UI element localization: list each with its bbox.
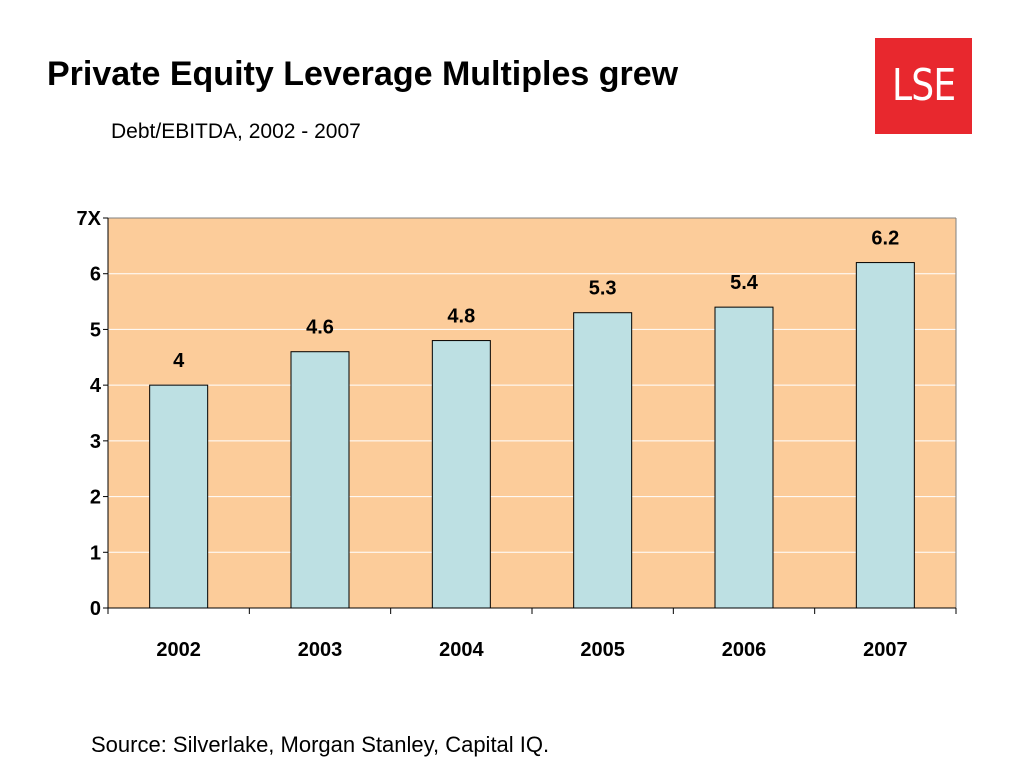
chart-subtitle: Debt/EBITDA, 2002 - 2007 bbox=[111, 120, 361, 143]
lse-logo-text: LSE bbox=[891, 60, 956, 111]
y-tick-label: 4 bbox=[90, 375, 102, 397]
x-tick-label: 2007 bbox=[863, 639, 908, 661]
lse-logo: LSE bbox=[875, 38, 972, 134]
data-label: 5.3 bbox=[589, 278, 617, 300]
bar bbox=[714, 306, 774, 609]
data-label: 6.2 bbox=[871, 228, 899, 250]
bar bbox=[290, 351, 350, 609]
data-label: 4.6 bbox=[306, 317, 334, 339]
y-tick-label: 0 bbox=[90, 598, 101, 620]
x-tick-label: 2004 bbox=[439, 639, 484, 661]
data-label: 4.8 bbox=[447, 306, 475, 328]
bar bbox=[855, 262, 915, 609]
source-note: Source: Silverlake, Morgan Stanley, Capi… bbox=[91, 732, 550, 757]
bar bbox=[149, 384, 209, 609]
y-tick-label: 7X bbox=[77, 208, 102, 230]
y-tick-label: 3 bbox=[90, 431, 101, 453]
x-tick-label: 2005 bbox=[580, 639, 625, 661]
slide-title: Private Equity Leverage Multiples grew bbox=[47, 55, 679, 93]
x-tick-label: 2006 bbox=[722, 639, 767, 661]
x-tick-label: 2003 bbox=[298, 639, 343, 661]
bar bbox=[573, 312, 633, 609]
bar bbox=[431, 340, 491, 609]
data-label: 5.4 bbox=[730, 272, 759, 294]
y-tick-label: 6 bbox=[90, 264, 101, 286]
x-tick-label: 2002 bbox=[156, 639, 201, 661]
data-label: 4 bbox=[173, 350, 185, 372]
y-tick-label: 1 bbox=[90, 542, 101, 564]
y-tick-label: 5 bbox=[90, 319, 101, 341]
plot-area bbox=[108, 218, 956, 608]
y-tick-label: 2 bbox=[90, 487, 101, 509]
